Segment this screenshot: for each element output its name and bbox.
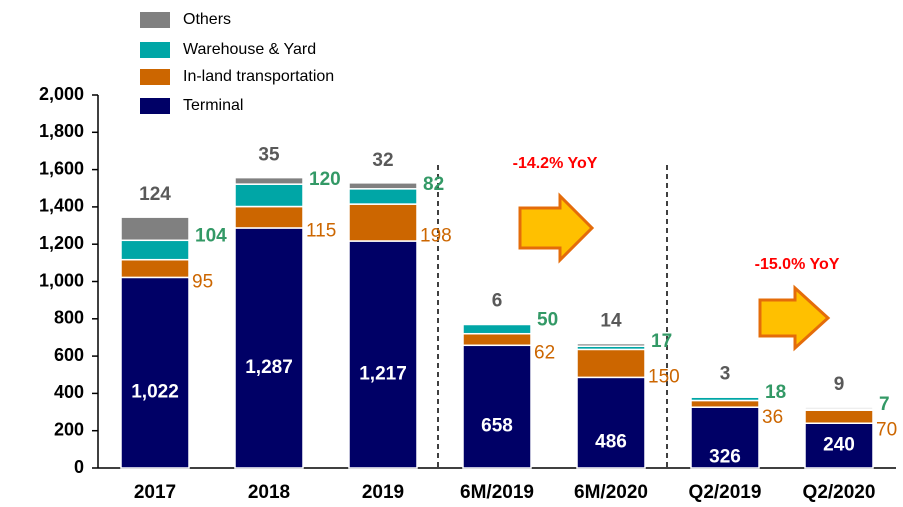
y-tick-label: 400 <box>54 382 84 402</box>
legend-swatch <box>140 98 170 114</box>
bar-segment <box>576 376 646 469</box>
bar-segment <box>234 227 304 469</box>
arrow <box>758 284 831 352</box>
data-label: 1,022 <box>131 382 179 403</box>
legend-swatch <box>140 42 170 58</box>
bar-segment <box>690 399 760 408</box>
bar-segment <box>348 182 418 190</box>
bar-segment <box>462 323 532 335</box>
x-tick-label: Q2/2019 <box>689 482 762 503</box>
legend-label: In-land transportation <box>183 68 334 85</box>
data-label: 198 <box>420 226 452 247</box>
bar-segment <box>576 348 646 379</box>
x-tick-label: 2019 <box>362 482 404 503</box>
data-label: 124 <box>139 184 171 205</box>
data-label: 1,287 <box>245 357 293 378</box>
annotation: -15.0% YoY <box>755 256 840 273</box>
data-label: 95 <box>192 272 213 293</box>
y-tick-label: 800 <box>54 308 84 328</box>
arrow <box>518 192 595 264</box>
data-label: 7 <box>879 394 890 415</box>
bar-segment <box>804 409 874 424</box>
data-label: 1,217 <box>359 364 407 385</box>
bar-segment <box>234 176 304 185</box>
data-label: 120 <box>309 169 341 190</box>
y-tick-label: 2,000 <box>39 84 84 104</box>
data-label: 17 <box>651 331 672 352</box>
data-label: 150 <box>648 366 680 387</box>
legend-label: Others <box>183 11 231 28</box>
data-label: 658 <box>481 416 513 437</box>
y-tick-label: 1,400 <box>39 196 84 216</box>
data-label: 115 <box>306 220 336 241</box>
data-label: 82 <box>423 174 444 195</box>
data-label: 32 <box>372 150 393 171</box>
legend-swatch <box>140 69 170 85</box>
bar-segment <box>120 276 190 469</box>
x-tick-label: 2017 <box>134 482 176 503</box>
data-label: 6 <box>492 290 503 311</box>
bar-segment <box>804 422 874 469</box>
bar-segment <box>462 322 532 326</box>
data-label: 3 <box>720 364 731 385</box>
data-label: 18 <box>765 382 786 403</box>
legend-label: Warehouse & Yard <box>183 41 316 58</box>
bar-segment <box>348 203 418 242</box>
data-label: 486 <box>595 432 627 453</box>
data-label: 14 <box>600 311 622 332</box>
data-label: 104 <box>195 225 227 246</box>
x-tick-label: Q2/2020 <box>803 482 876 503</box>
bar-segment <box>234 205 304 229</box>
y-tick-label: 200 <box>54 419 84 439</box>
data-label: 70 <box>876 420 897 441</box>
y-tick-label: 1,200 <box>39 233 84 253</box>
bar-segment <box>348 240 418 469</box>
legend-label: Terminal <box>183 97 243 114</box>
bar-segment <box>120 216 190 242</box>
bar-segment <box>462 344 532 469</box>
bar-segment <box>234 183 304 208</box>
bar-segment <box>462 332 532 347</box>
y-tick-label: 600 <box>54 345 84 365</box>
legend-swatch <box>140 12 170 28</box>
x-tick-label: 6M/2020 <box>574 482 648 503</box>
annotation: -14.2% YoY <box>513 155 598 172</box>
bar-segment <box>120 258 190 279</box>
y-tick-label: 1,600 <box>39 158 84 178</box>
bar-segment <box>690 406 760 469</box>
bar-segment <box>120 239 190 261</box>
data-label: 240 <box>823 435 855 456</box>
bar-segment <box>576 342 646 347</box>
data-label: 50 <box>537 309 558 330</box>
data-label: 35 <box>258 145 280 166</box>
bar-segment <box>348 188 418 205</box>
data-label: 62 <box>534 343 555 364</box>
y-tick-label: 0 <box>74 457 84 477</box>
data-label: 9 <box>834 374 845 395</box>
x-tick-label: 2018 <box>248 482 290 503</box>
bar-segment <box>690 395 760 398</box>
y-tick-label: 1,000 <box>39 270 84 290</box>
bar-segment <box>804 406 874 410</box>
y-tick-label: 1,800 <box>39 121 84 141</box>
data-label: 326 <box>709 447 741 468</box>
data-label: 36 <box>762 407 783 428</box>
x-tick-label: 6M/2019 <box>460 482 534 503</box>
